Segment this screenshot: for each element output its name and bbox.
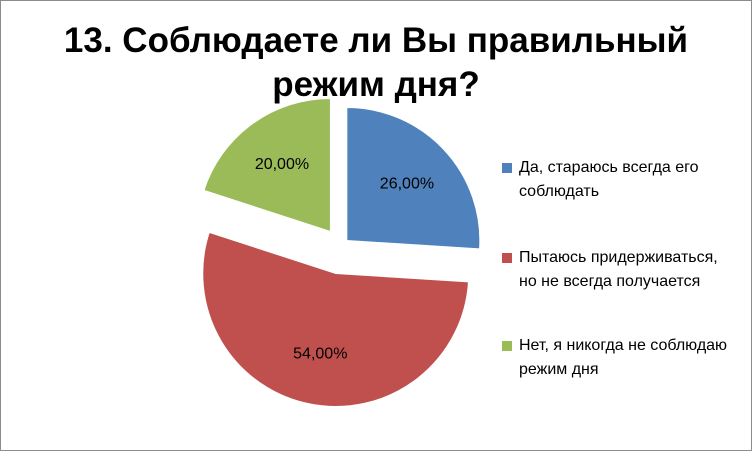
legend-swatch [502,253,512,263]
pie-slice [346,107,481,250]
data-label: 26,00% [380,175,434,192]
legend-label: Нет, я никогда не соблюдаю режим дня [519,337,728,378]
legend-swatch [502,341,512,351]
pie-slice [203,97,331,233]
legend-swatch [502,163,512,173]
legend-label: Да, стараюсь всегда его соблюдать [519,159,699,200]
chart-title: 13. Соблюдаете ли Вы правильный режим дн… [63,21,689,104]
legend-label: Пытаюсь придерживаться, но не всегда пол… [519,249,718,290]
data-label: 54,00% [293,346,347,363]
pie-slice [202,231,470,408]
data-label: 20,00% [255,156,309,173]
